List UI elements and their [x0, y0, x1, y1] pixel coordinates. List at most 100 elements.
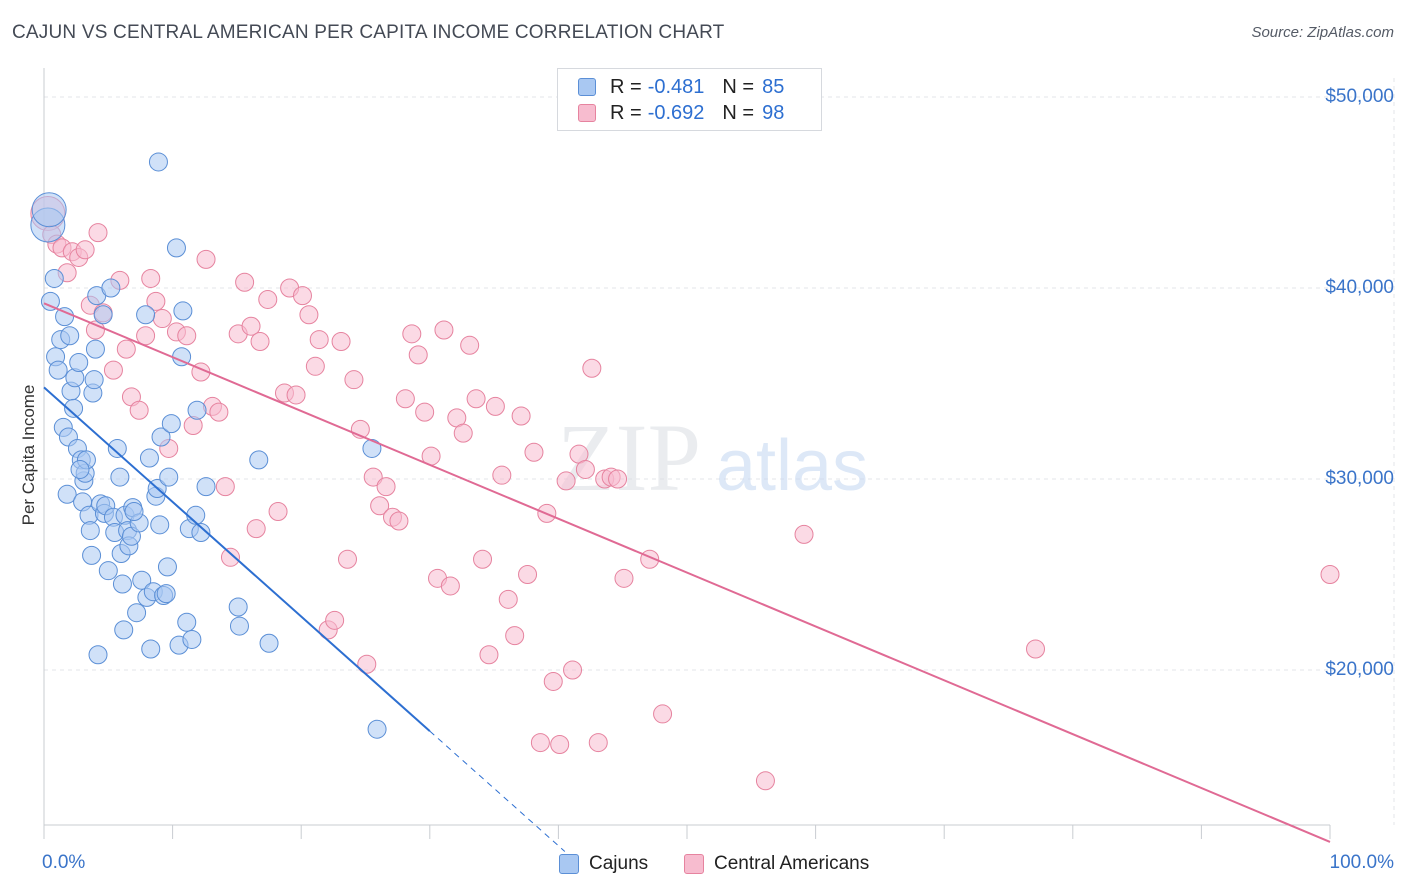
data-point — [116, 339, 136, 359]
x-tick-100: 100.0% — [1329, 852, 1394, 873]
bottom-legend-label-central-americans: Central Americans — [714, 853, 870, 874]
data-point — [132, 570, 152, 590]
data-point — [249, 450, 269, 470]
data-point — [485, 396, 505, 416]
data-point — [755, 771, 775, 791]
x-tick-0: 0.0% — [42, 852, 86, 873]
bottom-legend-swatch-blue — [559, 854, 579, 874]
data-point — [151, 427, 171, 447]
data-point — [31, 192, 67, 228]
data-point — [362, 438, 382, 458]
data-point — [241, 316, 261, 336]
data-point — [157, 557, 177, 577]
legend-n-value: 85 — [762, 75, 785, 98]
trend-line-central-americans — [43, 302, 1331, 843]
data-point — [305, 356, 325, 376]
data-point — [220, 547, 240, 567]
legend-r-value: -0.692 — [647, 101, 705, 124]
data-point — [161, 414, 181, 434]
y-tick-20000: $20,000 — [1325, 659, 1394, 680]
series-cajuns — [30, 152, 387, 739]
data-point — [259, 633, 279, 653]
data-point — [235, 272, 255, 292]
data-point — [141, 268, 161, 288]
data-point — [139, 448, 159, 468]
data-point — [518, 565, 538, 584]
data-point — [127, 603, 147, 623]
bottom-legend-swatch-pink — [684, 854, 704, 874]
y-tick-50000: $50,000 — [1325, 86, 1394, 107]
data-point — [563, 660, 583, 680]
data-point — [466, 389, 486, 409]
data-point — [64, 398, 84, 418]
y-tick-40000: $40,000 — [1325, 277, 1394, 298]
legend-n-value: 98 — [762, 101, 785, 124]
data-point — [367, 719, 387, 739]
data-point — [498, 589, 518, 609]
data-point — [415, 402, 435, 422]
data-point — [344, 370, 364, 390]
data-point — [88, 645, 108, 665]
data-point — [246, 519, 266, 539]
data-point — [60, 326, 80, 346]
data-point — [70, 459, 90, 479]
data-point — [370, 496, 390, 516]
data-point — [103, 360, 123, 380]
bottom-legend-label-cajuns: Cajuns — [589, 853, 649, 874]
data-point — [44, 268, 64, 288]
data-point — [98, 561, 118, 581]
data-point — [124, 501, 144, 521]
data-point — [75, 240, 95, 260]
data-point — [187, 400, 207, 420]
data-point — [530, 733, 550, 753]
data-point — [440, 576, 460, 596]
data-point — [292, 286, 312, 306]
data-point — [582, 358, 602, 378]
data-point — [166, 238, 186, 258]
data-point — [376, 477, 396, 497]
source-label: Source: ZipAtlas.com — [1251, 24, 1394, 41]
data-point — [575, 459, 595, 479]
data-point — [229, 616, 249, 636]
data-point — [402, 324, 422, 344]
data-point — [357, 654, 377, 674]
data-point — [286, 385, 306, 405]
data-point — [85, 339, 105, 359]
data-point — [556, 471, 576, 491]
data-point — [148, 152, 168, 172]
data-point — [363, 467, 383, 487]
data-point — [85, 320, 105, 340]
data-point — [389, 511, 409, 531]
y-tick-30000: $30,000 — [1325, 468, 1394, 489]
data-point — [588, 733, 608, 753]
data-point — [550, 734, 570, 754]
data-point — [331, 331, 351, 351]
data-point — [250, 331, 270, 351]
data-point — [40, 291, 60, 311]
data-point — [93, 305, 113, 325]
data-point — [88, 223, 108, 243]
data-point — [215, 477, 235, 497]
data-point — [453, 423, 473, 443]
data-point — [173, 301, 193, 321]
data-point — [258, 289, 278, 309]
data-point — [209, 402, 229, 422]
trend-line-cajuns — [43, 386, 431, 732]
legend-r-label: R = — [610, 101, 642, 124]
data-point — [152, 309, 172, 329]
data-point — [57, 484, 77, 504]
data-point — [299, 305, 319, 325]
data-point — [505, 626, 525, 646]
data-point — [228, 597, 248, 617]
watermark-atlas: atlas — [716, 426, 868, 506]
data-point — [177, 612, 197, 632]
legend-n-label: N = — [722, 101, 755, 124]
data-point — [511, 406, 531, 426]
trend-line-cajuns-extension — [429, 730, 566, 852]
data-point — [107, 438, 127, 458]
data-point — [141, 639, 161, 659]
data-point — [309, 330, 329, 350]
data-point — [150, 515, 170, 535]
y-axis-label: Per Capita Income — [19, 384, 38, 526]
